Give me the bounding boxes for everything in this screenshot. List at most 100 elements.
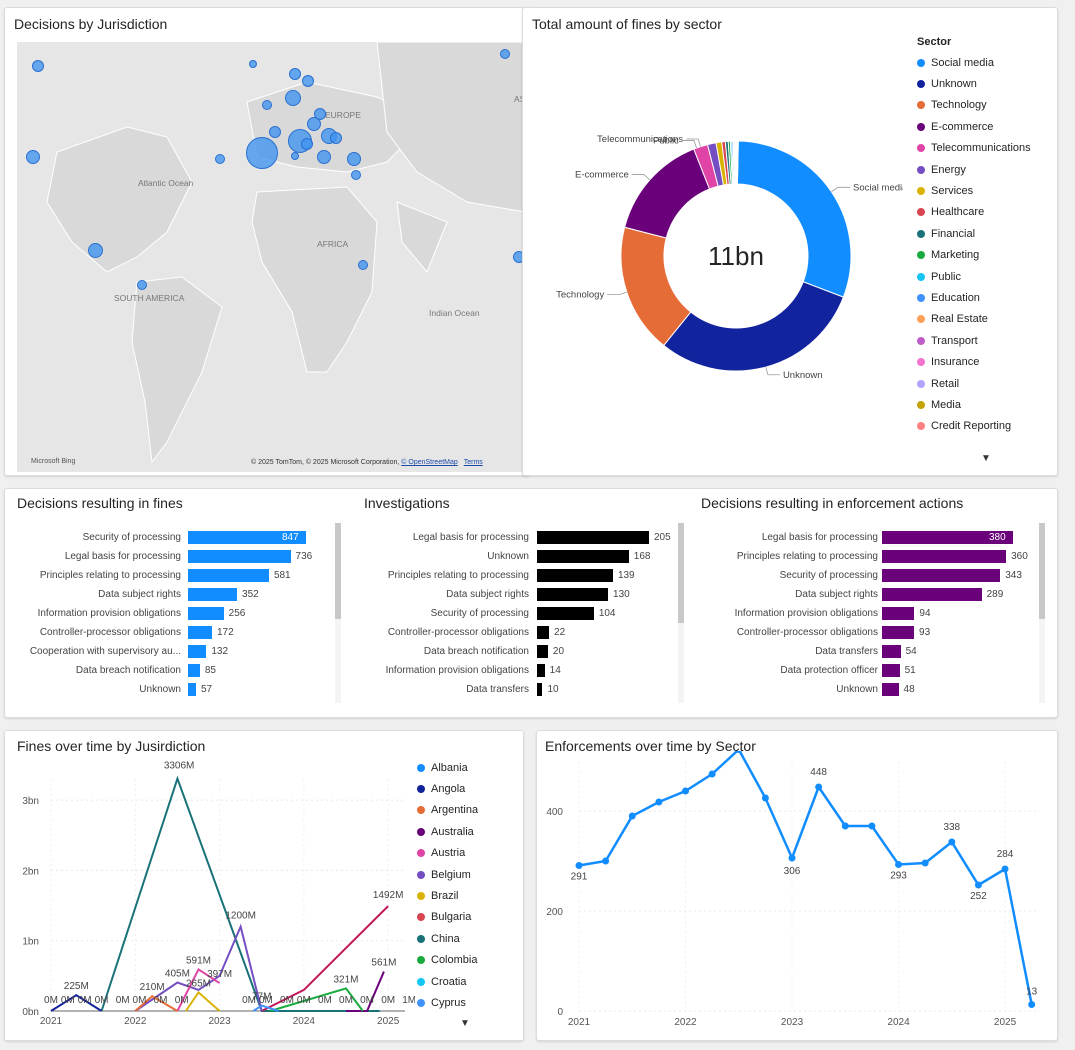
bar[interactable] <box>882 531 1013 544</box>
map-bubble[interactable] <box>269 126 281 138</box>
investigations-scrollbar[interactable] <box>678 523 684 703</box>
series-line[interactable] <box>176 968 221 1012</box>
legend-item[interactable]: Argentina <box>417 800 521 821</box>
legend-item[interactable]: Education <box>917 287 1057 308</box>
legend-item[interactable]: Brazil <box>417 885 521 906</box>
map-bubble[interactable] <box>317 150 331 164</box>
bar[interactable] <box>188 569 269 582</box>
data-point[interactable] <box>1001 865 1009 873</box>
legend-item[interactable]: Energy <box>917 159 1057 180</box>
legend-item[interactable]: Colombia <box>417 950 521 971</box>
data-point[interactable] <box>735 751 742 753</box>
map-bubble[interactable] <box>215 154 225 164</box>
enforcement-scrollbar[interactable] <box>1039 523 1045 703</box>
fines-legend-scroll-down-icon[interactable]: ▼ <box>460 1018 470 1029</box>
map-bubble[interactable] <box>32 60 44 72</box>
series-line[interactable] <box>134 923 263 1012</box>
data-point[interactable] <box>628 812 636 820</box>
series-line[interactable] <box>261 905 389 1012</box>
data-point[interactable] <box>841 822 849 830</box>
series-line[interactable] <box>269 987 364 1012</box>
bar[interactable] <box>537 569 613 582</box>
data-point[interactable] <box>575 862 583 869</box>
map-bubble[interactable] <box>246 137 278 169</box>
legend-item[interactable]: Croatia <box>417 971 521 992</box>
bar[interactable] <box>188 531 306 544</box>
map-bubble[interactable] <box>302 75 314 87</box>
legend-item[interactable]: Unknown <box>917 73 1057 94</box>
osm-link[interactable]: © OpenStreetMap <box>401 459 458 466</box>
map-bubble[interactable] <box>26 150 40 164</box>
bar[interactable] <box>537 664 545 677</box>
map-bubble[interactable] <box>358 260 368 270</box>
bar[interactable] <box>188 550 291 563</box>
legend-item[interactable]: Social media <box>917 52 1057 73</box>
legend-item[interactable]: Services <box>917 180 1057 201</box>
legend-item[interactable]: Angola <box>417 778 521 799</box>
terms-link[interactable]: Terms <box>463 459 483 466</box>
map-bubble[interactable] <box>301 138 313 150</box>
series-line[interactable] <box>100 775 380 1012</box>
legend-item[interactable]: Media <box>917 394 1057 415</box>
jurisdiction-map[interactable]: EUROPE Atlantic Ocean AFRICA SOUTH AMERI… <box>17 42 525 472</box>
legend-item[interactable]: Austria <box>417 843 521 864</box>
legend-item[interactable]: E-commerce <box>917 116 1057 137</box>
map-bubble[interactable] <box>351 170 361 180</box>
bar[interactable] <box>882 569 1001 582</box>
enforcements-line-chart[interactable]: 0200400202120222023202420252915233064482… <box>537 751 1055 1041</box>
investigations-bar-chart[interactable]: Legal basis for processing 205 Unknown 168 P… <box>351 529 691 709</box>
map-bubble[interactable] <box>88 243 103 258</box>
legend-item[interactable]: Financial <box>917 223 1057 244</box>
bar[interactable] <box>882 607 915 620</box>
donut-slice[interactable] <box>624 148 711 239</box>
bar[interactable] <box>882 683 899 696</box>
bar[interactable] <box>882 664 900 677</box>
bar[interactable] <box>537 531 649 544</box>
legend-item[interactable]: Transport <box>917 330 1057 351</box>
legend-item[interactable]: Australia <box>417 821 521 842</box>
bar[interactable] <box>882 645 901 658</box>
data-point[interactable] <box>974 881 982 889</box>
data-point[interactable] <box>948 838 956 846</box>
map-bubble[interactable] <box>285 90 301 106</box>
bar[interactable] <box>537 550 629 563</box>
bar[interactable] <box>188 626 212 639</box>
map-bubble[interactable] <box>500 49 510 59</box>
map-bubble[interactable] <box>307 117 321 131</box>
legend-item[interactable]: Bulgaria <box>417 907 521 928</box>
series-line[interactable] <box>578 751 1033 1005</box>
legend-item[interactable]: Albania <box>417 757 521 778</box>
data-point[interactable] <box>868 822 876 830</box>
bar[interactable] <box>188 645 207 658</box>
series-line[interactable] <box>50 994 103 1012</box>
bar[interactable] <box>188 588 238 601</box>
fines-line-chart[interactable]: 0bn 1bn 2bn 3bn 2021 2022 2023 2024 2025 3306M 149… <box>5 751 415 1041</box>
data-point[interactable] <box>895 861 903 868</box>
data-point[interactable] <box>788 854 796 862</box>
legend-item[interactable]: Credit Reporting <box>917 416 1057 437</box>
map-bubble[interactable] <box>347 152 361 166</box>
legend-item[interactable]: Insurance <box>917 351 1057 372</box>
bar[interactable] <box>537 645 548 658</box>
series-line[interactable] <box>252 1004 279 1012</box>
bar[interactable] <box>537 607 594 620</box>
bar[interactable] <box>537 626 550 639</box>
data-point[interactable] <box>708 770 716 778</box>
bar[interactable] <box>882 626 915 639</box>
legend-item[interactable]: Belgium <box>417 864 521 885</box>
legend-item[interactable]: Healthcare <box>917 202 1057 223</box>
map-bubble[interactable] <box>291 152 299 160</box>
legend-scroll-down-icon[interactable]: ▼ <box>981 453 991 464</box>
donut-slice[interactable] <box>736 140 852 298</box>
data-point[interactable] <box>602 857 610 865</box>
donut-slice[interactable] <box>663 281 845 372</box>
bar[interactable] <box>188 607 224 620</box>
legend-item[interactable]: Cyprus <box>417 992 521 1013</box>
series-line[interactable] <box>134 995 178 1012</box>
legend-item[interactable]: Technology <box>917 95 1057 116</box>
bar[interactable] <box>537 683 543 696</box>
legend-item[interactable]: Real Estate <box>917 309 1057 330</box>
data-point[interactable] <box>1028 1001 1036 1008</box>
map-bubble[interactable] <box>314 108 326 120</box>
fines-scrollbar[interactable] <box>335 523 341 703</box>
